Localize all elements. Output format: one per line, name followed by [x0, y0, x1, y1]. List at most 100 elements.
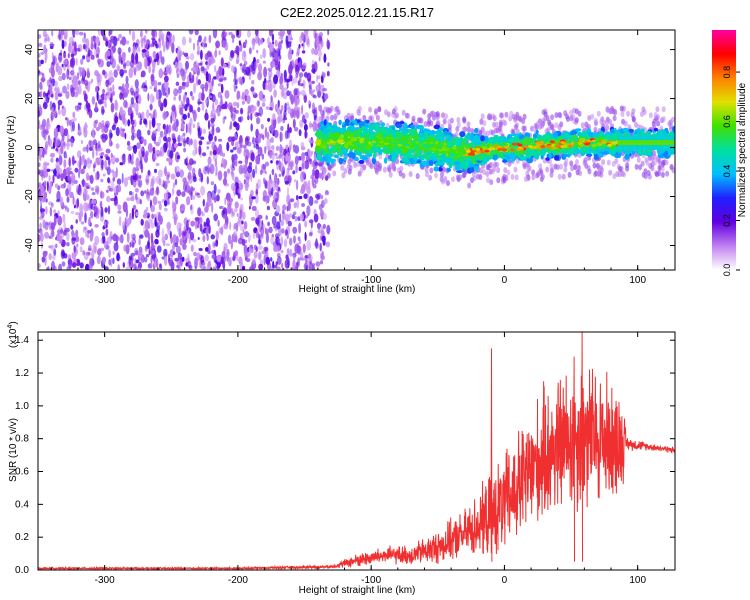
spectrogram-cell	[104, 100, 107, 108]
spectrogram-cell	[260, 38, 263, 45]
spectrogram-cell	[302, 41, 305, 50]
spectrogram-cell	[212, 30, 218, 39]
spectrogram-cell	[38, 70, 41, 74]
spectrogram-cell	[251, 91, 256, 95]
spectrogram-cell	[545, 166, 550, 173]
spectrogram-cell	[72, 34, 76, 38]
spectrogram-cell	[312, 102, 315, 111]
spectrogram-cell	[58, 30, 61, 41]
spectrogram-cell	[295, 108, 301, 119]
spectrogram-cell	[73, 117, 77, 122]
spectrogram-cell	[49, 77, 52, 83]
spectrogram-cell	[268, 75, 272, 82]
spectrogram-cell	[61, 261, 66, 267]
spectrogram-cell	[279, 131, 282, 143]
spectrogram-cell	[315, 36, 320, 47]
spectrogram-cell	[276, 221, 281, 230]
spectrogram-cell	[60, 173, 64, 182]
spectrogram-cell	[292, 118, 296, 129]
spectrogram-cell	[315, 238, 318, 249]
spectrogram-cell	[168, 125, 171, 136]
spectrogram-cell	[118, 53, 122, 64]
spectrogram-cell	[178, 85, 183, 91]
spectrogram-cell	[91, 249, 95, 260]
spectrogram-cell	[256, 49, 259, 54]
spectrogram-cell	[296, 245, 301, 254]
spectrogram-cell	[111, 58, 116, 69]
spectrogram-cell	[71, 234, 75, 239]
spectrogram-cell	[57, 109, 62, 115]
spectrogram-cell	[147, 92, 150, 102]
spectrogram-cell	[151, 38, 157, 45]
spectrogram-cell	[321, 250, 324, 260]
spectrogram-cell	[482, 120, 487, 127]
spectrogram-cell	[198, 62, 203, 66]
spectrogram-cell	[188, 265, 193, 270]
spectrogram-cell	[150, 43, 154, 48]
spectrogram-cell	[306, 239, 312, 251]
spectrogram-cell	[226, 251, 231, 257]
spectrogram-cell	[195, 147, 198, 155]
spectrogram-cell	[105, 120, 110, 128]
spectrogram-cell	[478, 167, 483, 174]
spectrogram-cell	[267, 36, 270, 46]
spectrogram-cell	[83, 32, 86, 39]
spectrogram-cell	[268, 30, 273, 37]
spectrogram-cell	[182, 243, 187, 250]
spectrogram-cell	[86, 157, 91, 165]
spectrogram-cell	[388, 171, 393, 178]
spectrogram-cell	[276, 245, 281, 253]
spectrogram-cell	[119, 126, 123, 137]
spectrogram-cell	[365, 119, 370, 124]
spectrogram-cell	[291, 214, 296, 220]
spectrogram-cell	[300, 141, 305, 150]
spectrogram-cell	[215, 230, 219, 241]
spectrogram-cell	[298, 72, 304, 78]
spectrogram-cell	[214, 50, 218, 58]
spectrogram-cell	[95, 101, 98, 112]
spectrogram-cell	[137, 112, 142, 119]
spectrogram-cell	[168, 253, 170, 263]
spectrogram-cell	[134, 79, 139, 89]
spectrogram-cell	[264, 170, 267, 175]
spectrogram-cell	[654, 171, 659, 178]
spectrogram-cell	[333, 154, 340, 159]
spectrogram-cell	[78, 185, 81, 193]
spectrogram-cell	[48, 253, 52, 261]
spectrogram-cell	[612, 151, 616, 155]
spectrogram-cell	[62, 85, 67, 94]
spectrogram-cell	[163, 112, 169, 119]
spectrogram-cell	[622, 171, 627, 178]
spectrogram-cell	[116, 178, 122, 185]
spectrogram-cell	[144, 190, 147, 194]
spectrogram-cell	[298, 44, 301, 49]
spectrogram-cell	[95, 36, 100, 46]
spectrogram-cell	[206, 140, 212, 145]
spectrogram-cell	[150, 180, 154, 191]
spectrogram-cell	[112, 250, 115, 255]
spectrogram-cell	[265, 195, 268, 205]
spectrogram-cell	[540, 122, 544, 129]
spectrogram-cell	[53, 169, 57, 175]
spectrogram-cell	[276, 256, 282, 265]
spectrogram-cell	[513, 166, 518, 173]
spectrogram-cell	[146, 51, 150, 56]
spectrogram-cell	[231, 173, 235, 178]
spectrogram-cell	[297, 155, 300, 162]
spectrogram-cell	[287, 186, 289, 196]
spectrogram-cell	[275, 236, 280, 245]
spectrogram-cell	[582, 159, 587, 166]
spectrogram-cell	[425, 171, 429, 178]
spectrogram-cell	[65, 117, 68, 121]
spectrogram-cell	[645, 159, 650, 166]
spectrogram-cell	[181, 122, 185, 131]
spectrogram-cell	[293, 211, 297, 215]
spectrogram-cell	[165, 40, 169, 51]
spectrogram-cell	[411, 115, 416, 122]
spectrogram-cell	[190, 204, 193, 211]
spectrogram-cell	[421, 153, 426, 161]
spectrogram-cell	[192, 123, 195, 129]
spectrogram-cell	[126, 140, 131, 147]
spectrogram-cell	[429, 167, 434, 174]
spectrogram-cell	[214, 197, 217, 203]
